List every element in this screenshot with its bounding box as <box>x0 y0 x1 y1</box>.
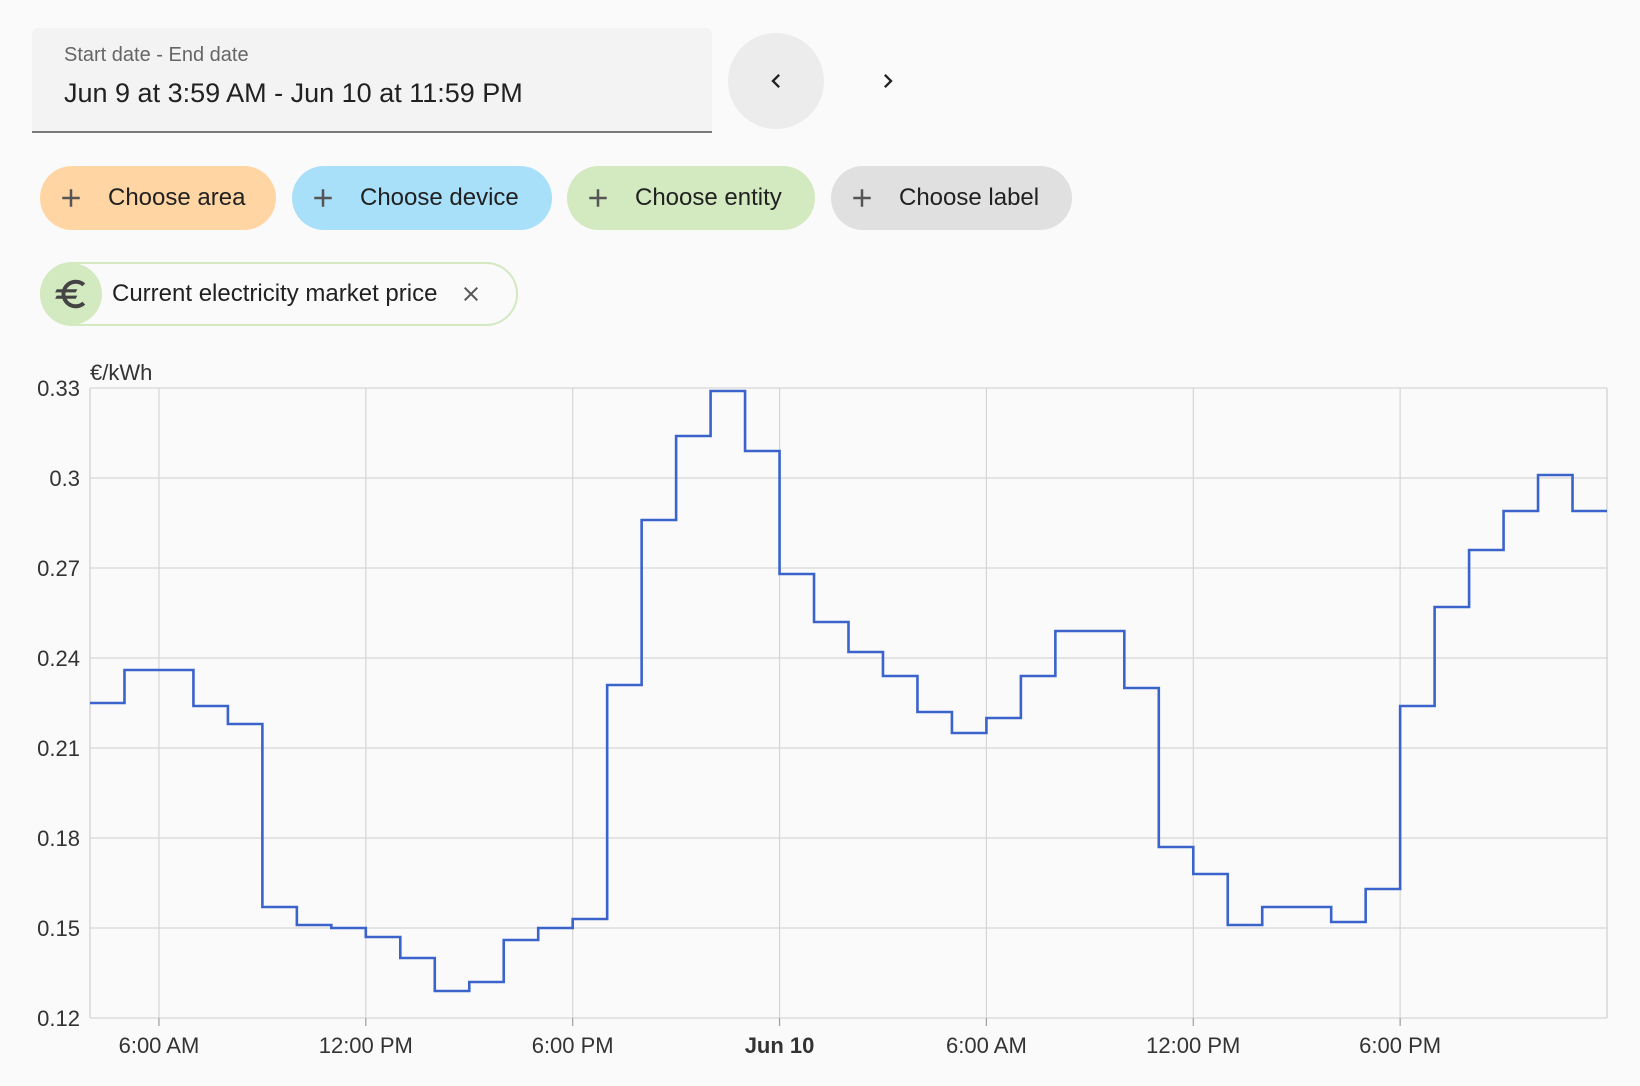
selected-entity-name: Current electricity market price <box>112 280 438 307</box>
x-tick-label: 6:00 AM <box>119 1033 200 1058</box>
x-tick-label: 6:00 PM <box>532 1033 614 1058</box>
choose-label-chip[interactable]: Choose label <box>831 166 1072 230</box>
chip-label: Choose device <box>360 184 519 211</box>
y-axis-unit: €/kWh <box>90 360 152 385</box>
y-tick-label: 0.33 <box>37 376 80 401</box>
plus-icon <box>314 189 332 207</box>
x-tick-label: 6:00 PM <box>1359 1033 1441 1058</box>
chip-label: Choose entity <box>635 184 782 211</box>
y-tick-label: 0.27 <box>37 556 80 581</box>
chip-label: Choose label <box>899 184 1040 211</box>
price-history-chart[interactable]: €/kWh 0.33 0.3 0.27 0.24 0.21 0.18 0.15 0.12 6:… <box>0 350 1640 1070</box>
y-tick-label: 0.3 <box>49 466 80 491</box>
euro-icon <box>40 263 102 325</box>
close-icon <box>464 287 479 301</box>
chevron-right-icon <box>884 74 893 88</box>
remove-entity-button[interactable] <box>457 280 485 308</box>
y-tick-label: 0.12 <box>37 1006 80 1031</box>
price-series-line[interactable] <box>90 389 1607 993</box>
y-tick-label: 0.18 <box>37 826 80 851</box>
next-period-button[interactable] <box>840 33 936 129</box>
plus-icon <box>589 189 607 207</box>
chart-grid <box>89 387 1608 1026</box>
x-axis-ticks: 6:00 AM 12:00 PM 6:00 PM Jun 10 6:00 AM 12:00… <box>119 1033 1442 1058</box>
choose-entity-chip[interactable]: Choose entity <box>567 166 815 230</box>
date-range-label: Start date - End date <box>64 44 249 66</box>
previous-period-button[interactable] <box>728 33 824 129</box>
selected-entity-chip[interactable]: Current electricity market price <box>40 262 518 326</box>
plus-icon <box>62 189 80 207</box>
plus-icon <box>853 189 871 207</box>
y-tick-label: 0.24 <box>37 646 80 671</box>
x-tick-label: 6:00 AM <box>946 1033 1027 1058</box>
date-range-value: Jun 9 at 3:59 AM - Jun 10 at 11:59 PM <box>64 78 523 108</box>
choose-area-chip[interactable]: Choose area <box>40 166 276 230</box>
y-tick-label: 0.15 <box>37 916 80 941</box>
y-tick-label: 0.21 <box>37 736 80 761</box>
x-tick-label: 12:00 PM <box>319 1033 413 1058</box>
y-axis-ticks: 0.33 0.3 0.27 0.24 0.21 0.18 0.15 0.12 <box>37 376 80 1031</box>
x-tick-label: 12:00 PM <box>1146 1033 1240 1058</box>
chevron-left-icon <box>771 74 780 88</box>
x-tick-label: Jun 10 <box>745 1033 815 1058</box>
chip-label: Choose area <box>108 184 246 211</box>
date-range-field[interactable]: Start date - End date Jun 9 at 3:59 AM -… <box>32 28 712 133</box>
choose-device-chip[interactable]: Choose device <box>292 166 552 230</box>
